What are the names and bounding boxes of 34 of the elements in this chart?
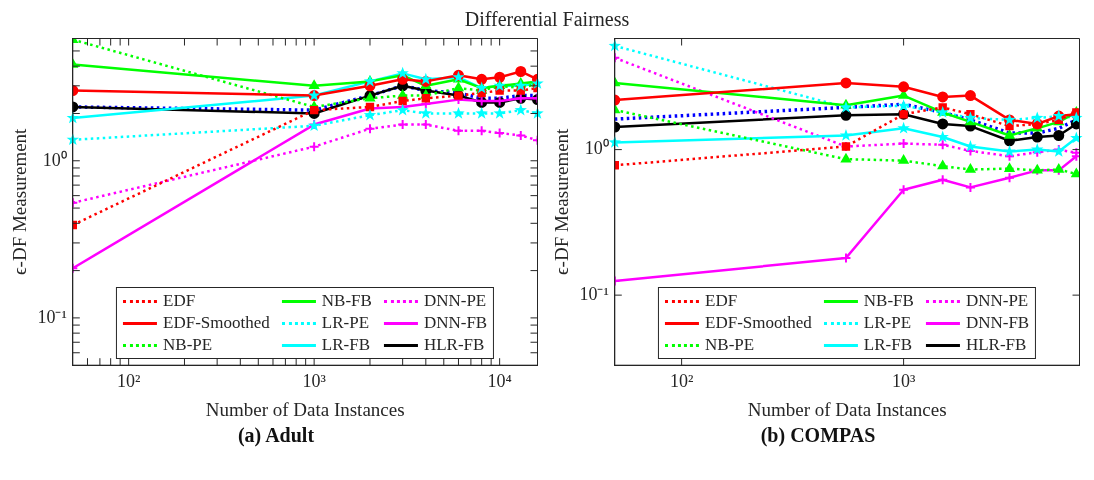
x-axis-title: Number of Data Instances (747, 398, 947, 420)
chart-title: Differential Fairness (463, 8, 631, 32)
text: (a) Adult (237, 424, 315, 447)
y-tick-label: 10⁰ (584, 138, 609, 159)
legend-label: LR-PE (863, 312, 912, 335)
legend-label: HLR-FB (965, 334, 1027, 357)
y-tick-label: 10⁻¹ (37, 306, 67, 327)
legend-label: LR-PE (321, 312, 370, 335)
legend-label: DNN-PE (423, 290, 487, 313)
legend-label: EDF-Smoothed (163, 312, 270, 335)
x-tick-label: 10³ (891, 370, 916, 391)
x-tick-label: 10⁴ (487, 370, 512, 391)
legend-label: DNN-PE (965, 290, 1029, 313)
x-axis-title: Number of Data Instances (205, 398, 405, 420)
legend-label: EDF (705, 290, 738, 313)
x-tick-label: 10² (669, 370, 694, 391)
legend-label: EDF (163, 290, 196, 313)
legend-label: DNN-FB (965, 312, 1030, 335)
legend-label: NB-PE (705, 334, 755, 357)
legend-label: NB-FB (863, 290, 914, 313)
legend-label: LR-FB (321, 334, 371, 357)
text: (b) COMPAS (760, 424, 876, 447)
x-tick-label: 10³ (302, 370, 327, 391)
legend-label: NB-PE (163, 334, 213, 357)
y-tick-label: 10⁰ (42, 149, 67, 170)
y-axis-title: ϵ-DF Measurement (9, 127, 31, 276)
legend-label: NB-FB (321, 290, 372, 313)
x-tick-label: 10² (116, 370, 141, 391)
legend-label: HLR-FB (423, 334, 485, 357)
y-axis-title: ϵ-DF Measurement (551, 127, 573, 276)
legend-label: DNN-FB (423, 312, 488, 335)
legend-label: LR-FB (863, 334, 913, 357)
y-tick-label: 10⁻¹ (579, 283, 609, 304)
legend-label: EDF-Smoothed (705, 312, 812, 335)
